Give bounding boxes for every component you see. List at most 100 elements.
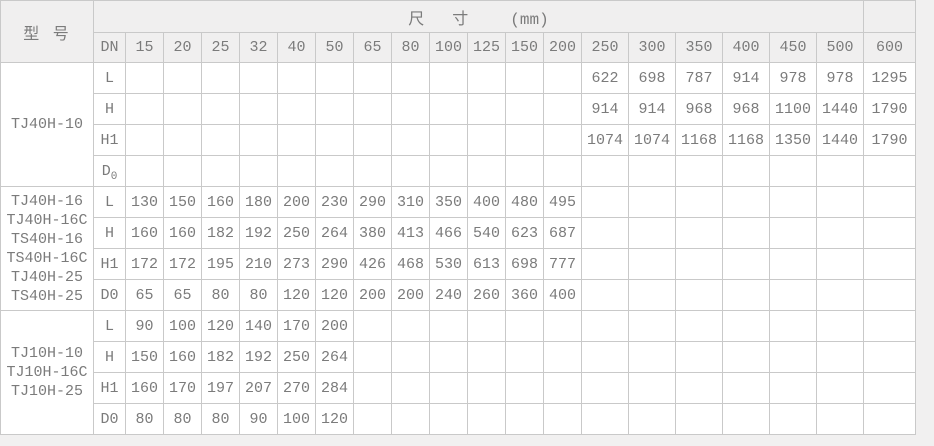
data-cell: 192 <box>239 217 278 249</box>
data-cell <box>675 403 723 435</box>
data-cell <box>675 279 723 311</box>
row-label-cell: H <box>93 217 126 249</box>
data-cell: 914 <box>581 93 629 125</box>
model-cell: TJ40H-10 <box>0 62 94 187</box>
model-name: TJ40H-25 <box>10 268 83 286</box>
data-cell: 530 <box>429 248 468 280</box>
data-cell <box>467 93 506 125</box>
dn-value-header-cell: 25 <box>201 32 240 63</box>
dn-value-header-cell: 600 <box>863 32 916 63</box>
data-cell <box>125 62 164 94</box>
data-cell: 310 <box>391 186 430 218</box>
model-name: TJ10H-16C <box>6 364 88 381</box>
size-header-label: 尺 寸 <box>408 10 475 29</box>
data-cell: 170 <box>277 310 316 342</box>
data-cell: 290 <box>315 248 354 280</box>
data-cell: 182 <box>201 217 240 249</box>
data-cell: 264 <box>315 341 354 373</box>
size-header-extra-cell <box>863 0 916 33</box>
data-cell <box>505 93 544 125</box>
data-cell <box>863 341 916 373</box>
data-cell: 160 <box>125 372 164 404</box>
data-cell <box>863 155 916 187</box>
data-cell: 1168 <box>675 124 723 156</box>
data-cell <box>391 310 430 342</box>
data-cell: 413 <box>391 217 430 249</box>
data-cell: 1168 <box>722 124 770 156</box>
data-cell <box>505 403 544 435</box>
data-cell: 466 <box>429 217 468 249</box>
row-label-cell: H1 <box>93 248 126 280</box>
data-cell <box>467 403 506 435</box>
table-row: TJ40H-10 L 622 698 787 914 978 978 1295 <box>0 62 916 187</box>
data-cell <box>353 403 392 435</box>
data-cell <box>628 310 676 342</box>
data-cell <box>722 155 770 187</box>
data-cell: 200 <box>391 279 430 311</box>
data-cell: 290 <box>353 186 392 218</box>
data-cell <box>722 248 770 280</box>
data-cell <box>353 124 392 156</box>
data-cell <box>543 93 582 125</box>
row-label-text: D <box>101 162 111 180</box>
data-cell <box>353 155 392 187</box>
data-cell <box>816 186 864 218</box>
data-cell: 195 <box>201 248 240 280</box>
data-cell <box>467 310 506 342</box>
data-cell <box>816 248 864 280</box>
model-name: TJ10H-10 <box>10 345 83 362</box>
data-cell: 200 <box>315 310 354 342</box>
data-cell <box>391 62 430 94</box>
data-cell <box>628 155 676 187</box>
data-cell: 495 <box>543 186 582 218</box>
row-label-cell: L <box>93 186 126 218</box>
data-cell: 200 <box>353 279 392 311</box>
data-cell: 210 <box>239 248 278 280</box>
data-cell: 150 <box>125 341 164 373</box>
data-cell <box>581 279 629 311</box>
data-cell <box>722 403 770 435</box>
data-cell <box>163 62 202 94</box>
size-unit-label: (mm) <box>510 10 549 29</box>
data-cell: 80 <box>125 403 164 435</box>
data-cell <box>816 279 864 311</box>
data-cell <box>863 217 916 249</box>
row-label-cell: H1 <box>93 124 126 156</box>
data-cell: 80 <box>201 403 240 435</box>
data-cell <box>239 62 278 94</box>
table-row: TJ40H-16 TJ40H-16C TS40H-16 TS40H-16C TJ40H-… <box>0 186 916 311</box>
data-cell <box>429 62 468 94</box>
data-cell: 1295 <box>863 62 916 94</box>
data-cell <box>581 217 629 249</box>
table-row: H 160 160 182 192 250 264 380 413 466 540 623 687 <box>1 217 916 249</box>
table-row: H 914 914 968 968 1100 1440 1790 <box>1 93 916 125</box>
data-cell <box>239 93 278 125</box>
row-label-text: H <box>104 100 114 118</box>
data-cell: 65 <box>163 279 202 311</box>
data-cell <box>429 310 468 342</box>
row-label-text: H <box>104 348 114 366</box>
data-cell <box>163 124 202 156</box>
data-cell: 120 <box>315 403 354 435</box>
data-cell: 120 <box>315 279 354 311</box>
data-cell <box>543 124 582 156</box>
model-name: TJ40H-10 <box>10 116 83 133</box>
data-cell <box>816 155 864 187</box>
data-cell: 182 <box>201 341 240 373</box>
data-cell: 160 <box>201 186 240 218</box>
table-row: D0 65 65 80 80 120 120 200 200 240 260 360 400 <box>1 279 916 311</box>
data-cell <box>769 341 817 373</box>
data-cell <box>675 310 723 342</box>
data-cell <box>628 403 676 435</box>
data-cell <box>543 403 582 435</box>
data-cell <box>353 372 392 404</box>
data-cell <box>277 155 316 187</box>
data-cell: 480 <box>505 186 544 218</box>
data-cell: 273 <box>277 248 316 280</box>
data-cell <box>675 372 723 404</box>
data-cell <box>581 155 629 187</box>
data-cell: 978 <box>816 62 864 94</box>
data-cell <box>391 93 430 125</box>
row-label-cell: L <box>93 310 126 342</box>
